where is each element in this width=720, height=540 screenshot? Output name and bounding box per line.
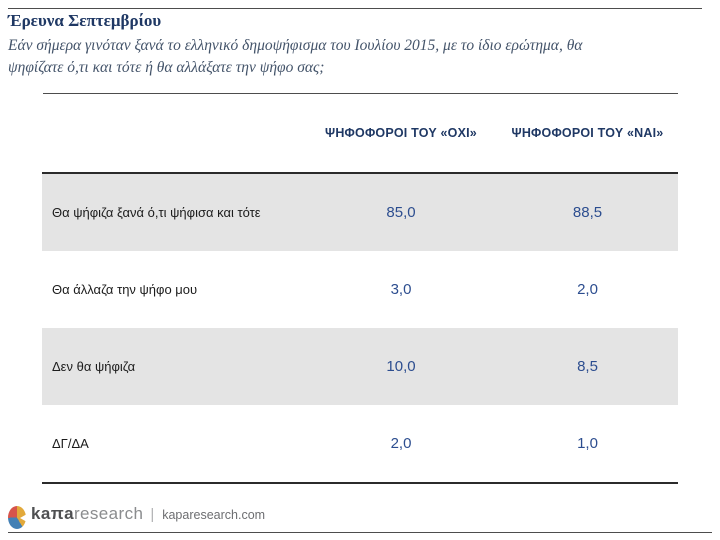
row-label: ΔΓ/ΔΑ <box>52 436 89 451</box>
survey-question: Εάν σήμερα γινόταν ξανά το ελληνικό δημο… <box>8 35 708 79</box>
top-divider <box>8 8 702 9</box>
row-value-nai: 1,0 <box>577 435 598 452</box>
row-label: Δεν θα ψήφιζα <box>52 359 136 374</box>
row-value-nai: 2,0 <box>577 281 598 298</box>
page-title: Έρευνα Σεπτεμβρίου <box>8 11 162 30</box>
row-label: Θα ψήφιζα ξανά ό,τι ψήφισα και τότε <box>52 205 261 220</box>
question-divider <box>43 93 678 94</box>
table-row: ΔΓ/ΔΑ 2,0 1,0 <box>42 405 678 482</box>
table-row: Δεν θα ψήφιζα 10,0 8,5 <box>42 328 678 405</box>
table-body: Θα ψήφιζα ξανά ό,τι ψήφισα και τότε 85,0… <box>42 172 678 484</box>
table-header-row: ΨΗΦΟΦΟΡΟΙ ΤΟΥ «ΟΧΙ» ΨΗΦΟΦΟΡΟΙ ΤΟΥ «ΝΑΙ» <box>42 94 678 172</box>
logo-wordmark-light: research <box>73 504 144 523</box>
column-header-nai: ΨΗΦΟΦΟΡΟΙ ΤΟΥ «ΝΑΙ» <box>511 126 664 140</box>
results-table: ΨΗΦΟΦΟΡΟΙ ΤΟΥ «ΟΧΙ» ΨΗΦΟΦΟΡΟΙ ΤΟΥ «ΝΑΙ» … <box>42 94 678 484</box>
table-row: Θα άλλαζα την ψήφο μου 3,0 2,0 <box>42 251 678 328</box>
logo-separator: | <box>150 506 155 523</box>
kapa-research-logo: kaπa research | kaparesearch.com <box>31 504 265 524</box>
column-header-oxi: ΨΗΦΟΦΟΡΟΙ ΤΟΥ «ΟΧΙ» <box>325 126 477 140</box>
row-label: Θα άλλαζα την ψήφο μου <box>52 282 198 297</box>
row-value-oxi: 85,0 <box>386 204 416 221</box>
footer-divider <box>8 532 712 533</box>
kapa-research-logo-icon <box>8 506 27 529</box>
survey-question-line2: ψηφίζατε ό,τι και τότε ή θα αλλάξατε την… <box>8 59 325 76</box>
logo-wordmark-bold: kaπa <box>31 504 74 523</box>
survey-question-line1: Εάν σήμερα γινόταν ξανά το ελληνικό δημο… <box>8 37 583 54</box>
row-value-oxi: 10,0 <box>386 358 416 375</box>
row-value-nai: 8,5 <box>577 358 598 375</box>
table-row: Θα ψήφιζα ξανά ό,τι ψήφισα και τότε 85,0… <box>42 174 678 251</box>
logo-website-url: kaparesearch.com <box>162 508 266 522</box>
row-value-oxi: 2,0 <box>390 435 412 452</box>
row-value-oxi: 3,0 <box>390 281 412 298</box>
row-value-nai: 88,5 <box>572 204 603 221</box>
logo-notch-shape <box>20 514 27 522</box>
